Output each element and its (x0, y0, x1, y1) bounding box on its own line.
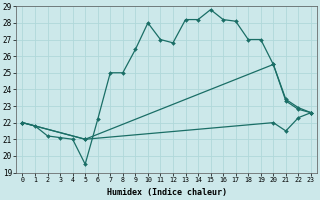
X-axis label: Humidex (Indice chaleur): Humidex (Indice chaleur) (107, 188, 227, 197)
